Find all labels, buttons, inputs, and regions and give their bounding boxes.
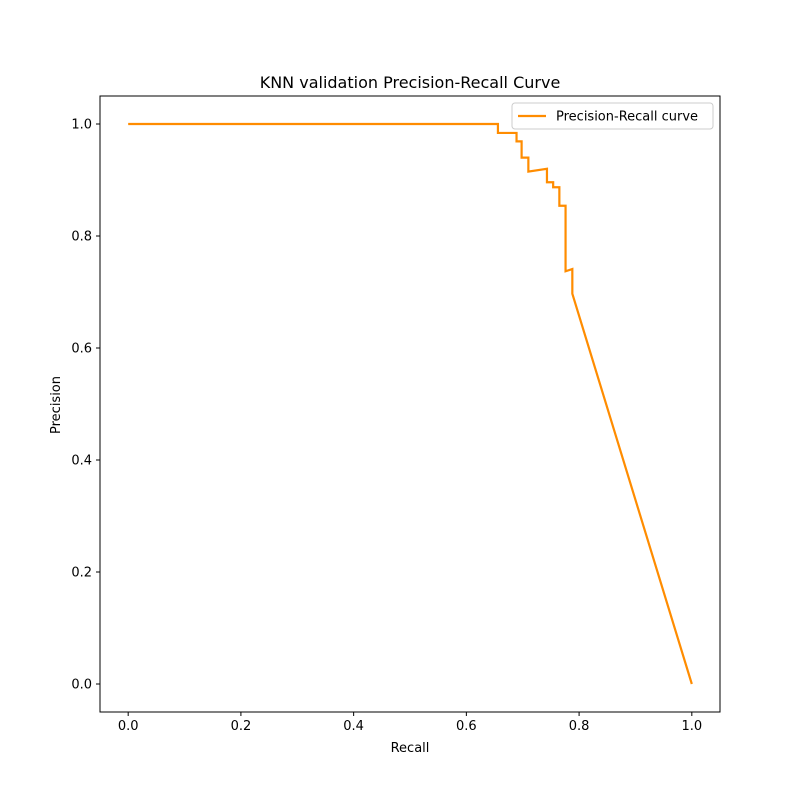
x-axis: 0.0 0.2 0.4 0.6 0.8 1.0 [118, 712, 702, 734]
y-tick-label: 0.6 [71, 342, 92, 357]
x-tick-label: 0.6 [456, 719, 477, 734]
x-tick-label: 0.4 [343, 719, 364, 734]
y-tick-label: 0.2 [71, 566, 92, 581]
y-tick-label: 0.8 [71, 230, 92, 245]
x-tick-label: 0.0 [118, 719, 139, 734]
x-tick-label: 0.8 [569, 719, 590, 734]
plot-area [128, 122, 693, 685]
y-axis-label: Precision [49, 376, 64, 434]
legend: Precision-Recall curve [511, 102, 714, 130]
x-tick-label: 0.2 [231, 719, 252, 734]
y-axis: 0.0 0.2 0.4 0.6 0.8 1.0 [71, 118, 100, 693]
series-line-precision-recall [128, 122, 693, 685]
x-axis-label: Recall [391, 741, 430, 756]
legend-box [511, 102, 714, 130]
y-tick-label: 1.0 [71, 118, 92, 133]
y-tick-label: 0.0 [71, 678, 92, 693]
axes-frame [99, 95, 721, 713]
legend-entry-label: Precision-Recall curve [556, 110, 698, 125]
chart-title: KNN validation Precision-Recall Curve [260, 73, 561, 92]
y-tick-label: 0.4 [71, 454, 92, 469]
x-tick-label: 1.0 [681, 719, 702, 734]
